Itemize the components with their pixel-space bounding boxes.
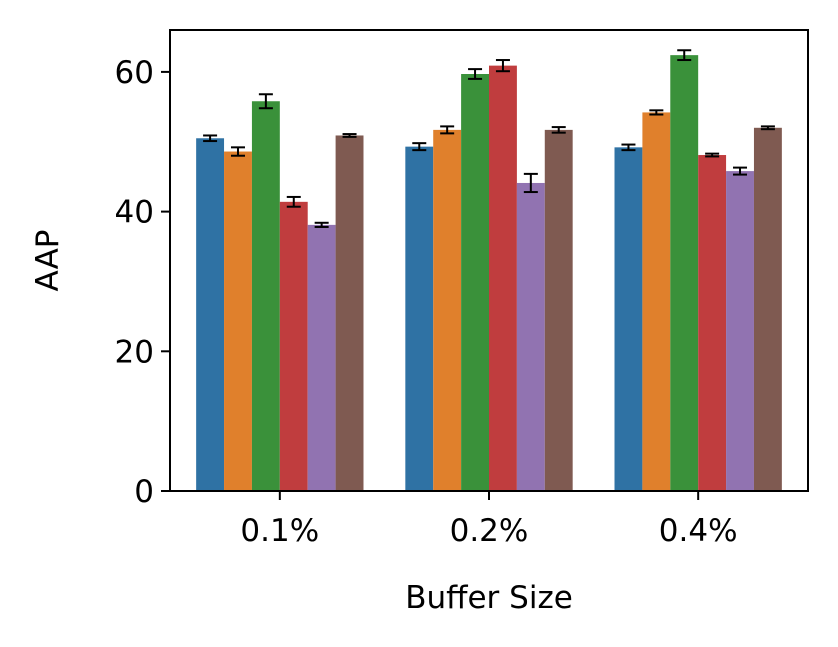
bar-5-0.1% [307,224,336,492]
bar-2-0.4% [642,112,671,492]
bar-4-0.1% [279,201,308,491]
error-bar-6-0.2% [551,126,566,134]
bar-1-0.2% [405,146,434,491]
error-bar-4-0.2% [495,59,510,73]
error-bar-3-0.1% [258,93,273,110]
error-bar-2-0.1% [230,146,245,157]
error-bar-6-0.1% [342,133,357,138]
x-tick-label: 0.1% [240,513,319,549]
y-tick-label: 60 [115,55,154,91]
bar-2-0.2% [433,129,462,491]
bar-3-0.2% [461,74,489,491]
error-bar-4-0.1% [286,195,301,208]
y-axis-label: AAP [30,230,66,292]
error-bar-1-0.4% [621,143,636,152]
error-bar-6-0.4% [760,125,775,131]
bar-6-0.4% [753,127,782,492]
x-axis-ticks: 0.1% 0.2% 0.4% [240,491,738,549]
error-bar-1-0.1% [203,134,218,143]
y-tick-label: 40 [115,195,154,231]
bar-2-0.1% [224,151,252,491]
y-tick-label: 0 [134,474,154,510]
y-axis-ticks: 0 20 40 60 [115,55,170,510]
bar-6-0.2% [544,129,573,491]
x-tick-label: 0.4% [659,513,738,549]
bar-4-0.2% [489,65,517,491]
bar-6-0.1% [335,135,364,492]
error-bar-5-0.1% [314,221,329,228]
bar-4-0.4% [698,155,727,491]
error-bar-3-0.4% [677,49,692,62]
error-bar-2-0.2% [440,125,455,135]
error-bar-5-0.2% [523,172,538,194]
bars-group [196,55,782,492]
bar-3-0.1% [251,101,280,491]
bar-5-0.2% [516,182,545,491]
bar-1-0.4% [614,147,643,491]
bar-3-0.4% [670,55,699,492]
x-axis-label: Buffer Size [405,580,573,616]
y-tick-label: 20 [115,334,154,370]
error-bar-5-0.4% [733,166,748,176]
error-bar-4-0.4% [705,152,720,158]
x-tick-label: 0.2% [450,513,529,549]
bar-1-0.1% [196,138,225,492]
error-bars-group [203,49,775,228]
error-bar-1-0.2% [412,142,427,152]
error-bar-3-0.2% [468,68,483,80]
bar-5-0.4% [726,171,754,491]
error-bar-2-0.4% [649,109,664,116]
